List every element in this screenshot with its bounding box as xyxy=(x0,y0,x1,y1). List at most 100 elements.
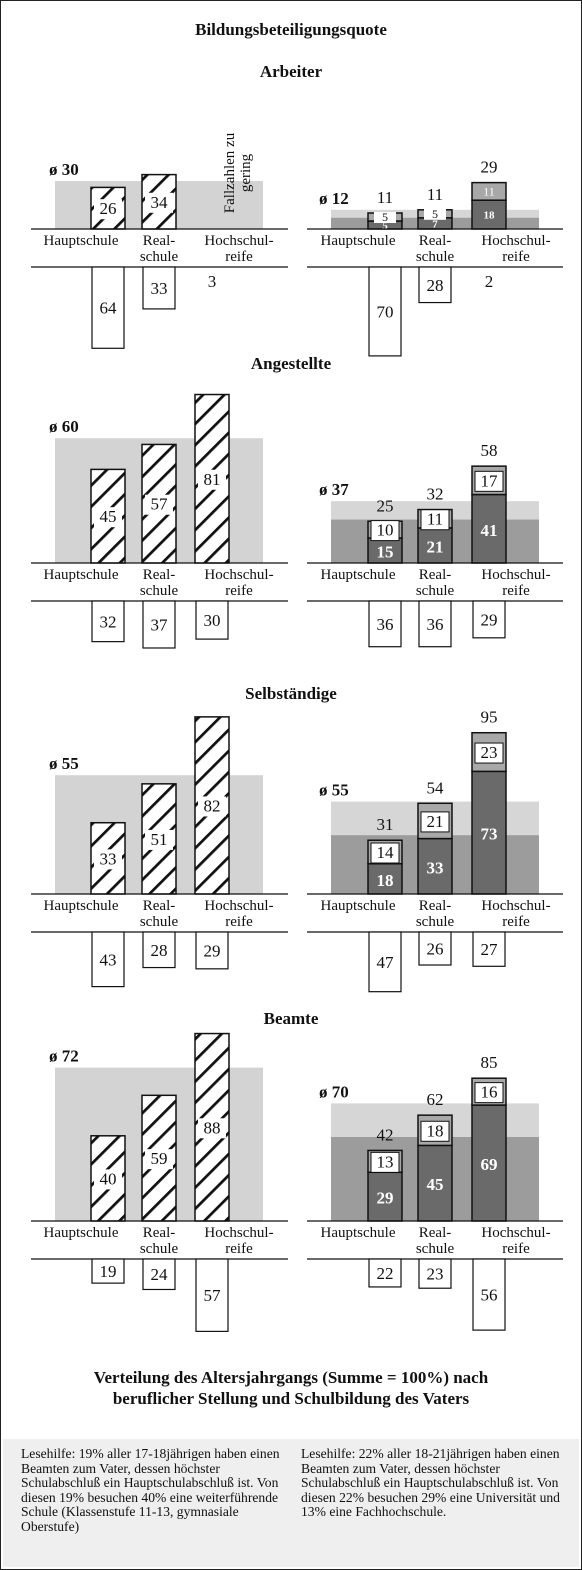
reading-aid-right: Lesehilfe: 22% aller 18-21jährigen haben… xyxy=(301,1446,560,1520)
panel-3-right-uni-value-2: 33 xyxy=(427,858,444,877)
panel-3-left-category-3-line-2: reife xyxy=(225,914,253,930)
panel-2-right-total-2: 32 xyxy=(427,485,444,504)
panel-2-left-category-1-line-1: Hauptschule xyxy=(44,567,119,583)
panel-4-right-fh-label-bg-1 xyxy=(370,1151,400,1173)
panel-3-right-distribution-box-2 xyxy=(418,931,452,966)
panel-2-left-category-2-line-1: Real- xyxy=(143,567,175,583)
panel-2-right-category-2-line-2: schule xyxy=(416,583,455,599)
panel-4-right-distribution-value-1: 22 xyxy=(377,1264,394,1283)
panel-4-right-average-label: ø 70 xyxy=(319,1082,349,1101)
panel-1-right-category-2-line-2: schule xyxy=(416,249,455,265)
panel-3-right-category-3-line-2: reife xyxy=(502,914,530,930)
panel-2-left-bar-value-3: 81 xyxy=(204,470,221,489)
panel-3-right-uni-value-3: 73 xyxy=(481,825,498,844)
panel-4-left-category-3-line-2: reife xyxy=(225,1241,253,1257)
panel-2-right-category-1-line-1: Hauptschule xyxy=(321,567,396,583)
panel-4-right-category-1-line-1: Hauptschule xyxy=(321,1225,396,1241)
panel-3-right-fh-label-bg-3 xyxy=(474,742,504,764)
panel-1-right-category-1-line-1: Hauptschule xyxy=(321,233,396,249)
panel-3-right-uni-value-1: 18 xyxy=(377,871,394,890)
panel-4-right-total-2: 62 xyxy=(427,1090,444,1109)
panel-2-right-category-3-line-2: reife xyxy=(502,583,530,599)
panel-1-right-uni-value-1: 5 xyxy=(382,220,388,232)
panel-1-group-title: Arbeiter xyxy=(260,62,323,81)
panel-4-left-bar-value-2: 59 xyxy=(151,1149,168,1168)
panel-3-right-uni-bar-2 xyxy=(417,837,453,895)
panel-2-left-bar-value-1: 45 xyxy=(100,507,117,526)
panel-3-left-bar-label-bg-1 xyxy=(94,849,122,870)
panel-1-left-category-2-line-1: Real- xyxy=(143,233,175,249)
panel-1-right-uni-value-3: 18 xyxy=(484,210,496,222)
panel-2-right-distribution-box-3 xyxy=(472,600,506,639)
panel-4-left-distribution-value-3: 57 xyxy=(204,1286,222,1305)
panel-2-left-distribution-value-1: 32 xyxy=(100,612,117,631)
panel-1-left-distribution-box-1 xyxy=(91,266,125,349)
panel-2-right-fh-label-bg-1 xyxy=(370,520,400,542)
panel-3-left-distribution-value-1: 43 xyxy=(100,950,117,969)
panel-4-right-distribution-value-3: 56 xyxy=(481,1286,498,1305)
panel-4-left-category-1-line-1: Hauptschule xyxy=(44,1225,119,1241)
panel-1-left-category-3-line-2: reife xyxy=(225,249,253,265)
panel-1-right-category-2-line-1: Real- xyxy=(419,233,451,249)
panel-2-left-bar-value-2: 57 xyxy=(151,495,169,514)
chart-caption-line-1: Verteilung des Altersjahrgangs (Summe = … xyxy=(94,1368,489,1387)
panel-1-right-distribution-value-3: 2 xyxy=(485,272,494,291)
panel-2-right-average-label: ø 37 xyxy=(319,480,349,499)
panel-3-right-fh-value-3: 23 xyxy=(481,743,498,762)
panel-1-right-total-3: 29 xyxy=(481,158,498,177)
chart-caption-line-2: beruflicher Stellung und Schulbildung de… xyxy=(113,1389,470,1408)
panel-4-right-fh-value-2: 18 xyxy=(427,1121,444,1140)
panel-3-right-fh-value-2: 21 xyxy=(427,812,444,831)
panel-1-left-category-3-line-1: Hochschul- xyxy=(204,233,273,249)
panel-3-right-distribution-value-3: 27 xyxy=(481,940,499,959)
panel-3-left-category-1-line-1: Hauptschule xyxy=(44,898,119,914)
panel-3-left-bar-value-3: 82 xyxy=(204,796,221,815)
panel-1-left-category-2-line-2: schule xyxy=(140,249,179,265)
panel-3-left-category-2-line-1: Real- xyxy=(143,898,175,914)
panel-4-left-category-2-line-2: schule xyxy=(140,1241,179,1257)
panel-3-left-distribution-value-3: 29 xyxy=(204,941,221,960)
panel-1-right-category-3-line-2: reife xyxy=(502,249,530,265)
panel-1-left-bar-label-bg-2 xyxy=(145,192,173,213)
panel-3-left-distribution-value-2: 28 xyxy=(151,941,168,960)
panel-3-right-category-1-line-1: Hauptschule xyxy=(321,898,396,914)
panel-1-right-total-1: 11 xyxy=(377,188,393,207)
panel-3-left-bar-label-bg-2 xyxy=(145,829,173,850)
panel-2-right-category-3-line-1: Hochschul- xyxy=(481,567,550,583)
panel-3-right-category-3-line-1: Hochschul- xyxy=(481,898,550,914)
panel-1-left-no-data-note: Fallzahlen zugering xyxy=(222,132,254,213)
panel-4-right-uni-bar-3 xyxy=(471,1104,507,1222)
panel-1-left-distribution-value-3: 3 xyxy=(208,272,217,291)
panel-4-right-fh-value-1: 13 xyxy=(377,1152,394,1171)
panel-2-left-bar-label-bg-2 xyxy=(145,494,173,515)
panel-3-right-average-label: ø 55 xyxy=(319,781,349,800)
panel-4-left-bar-label-bg-1 xyxy=(94,1169,122,1190)
panel-3-right-total-3: 95 xyxy=(481,708,498,727)
reading-aid-panel: Lesehilfe: 19% aller 17-18jährigen haben… xyxy=(3,1439,579,1567)
panel-4-right-uni-value-3: 69 xyxy=(481,1155,498,1174)
panel-3-left-distribution-box-2 xyxy=(142,931,176,969)
panel-1-right-fh-label-bg-2 xyxy=(424,208,446,220)
panel-2-right-total-3: 58 xyxy=(481,441,498,460)
panel-4-right-uni-bar-2 xyxy=(417,1144,453,1222)
panel-2-right-fh-label-bg-2 xyxy=(420,509,450,531)
panel-3-left-bar-value-2: 51 xyxy=(151,830,168,849)
panel-4-right-fh-label-bg-3 xyxy=(474,1082,504,1104)
panel-4-right-distribution-box-2 xyxy=(418,1258,452,1289)
panel-4-right-total-1: 42 xyxy=(377,1125,394,1144)
panel-2-right-uni-value-1: 15 xyxy=(377,542,394,561)
panel-1-right-distribution-value-2: 28 xyxy=(427,276,444,295)
panel-2-right-fh-value-2: 11 xyxy=(427,510,443,529)
panel-1-right-fh-value-2: 5 xyxy=(432,207,438,221)
panel-1-left-distribution-value-2: 33 xyxy=(151,279,168,298)
panel-1-left-distribution-box-2 xyxy=(142,266,176,310)
panel-4-left-category-3-line-1: Hochschul- xyxy=(204,1225,273,1241)
panel-4-right-category-3-line-2: reife xyxy=(502,1241,530,1257)
panel-2-group-title: Angestellte xyxy=(251,354,332,373)
panel-3-left-bar-label-bg-3 xyxy=(198,796,226,817)
panel-1-right-distribution-box-2 xyxy=(418,266,452,304)
panel-1-right-uni-value-2: 7 xyxy=(432,218,438,230)
panel-2-right-distribution-value-2: 36 xyxy=(427,615,444,634)
panel-1-right-distribution-value-1: 70 xyxy=(377,302,394,321)
panel-4-left-distribution-box-2 xyxy=(142,1258,176,1291)
